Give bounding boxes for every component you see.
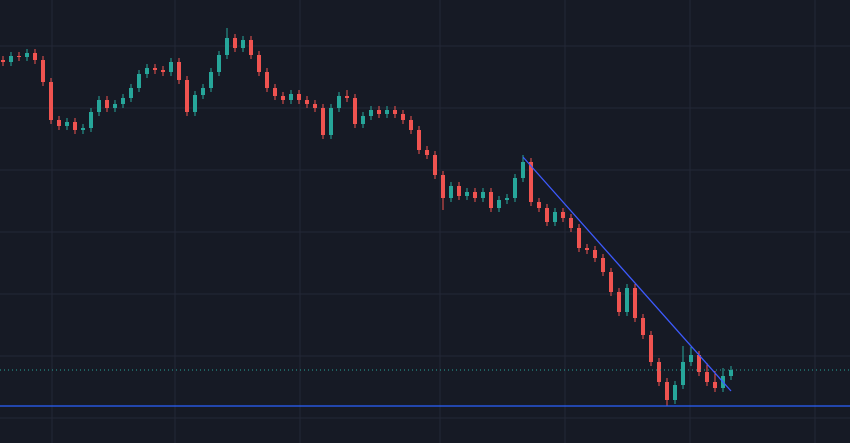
candle-body [41,60,45,82]
candle-body [545,208,549,222]
candle-body [689,355,693,362]
candle-body [489,192,493,208]
candle-body [129,88,133,98]
candle-body [417,130,421,150]
candle-body [457,186,461,196]
candle-body [153,68,157,70]
candle-body [329,108,333,135]
candle-body [305,100,309,104]
candle-body [249,40,253,55]
candle-body [265,72,269,88]
candle-body [121,98,125,104]
candle-body [705,372,709,382]
candle-body [201,88,205,95]
candle-body [625,288,629,312]
candle-body [169,62,173,72]
candle-body [393,110,397,114]
candle-body [585,248,589,250]
candle-body [321,108,325,135]
candle-body [289,94,293,100]
candle-body [1,60,5,62]
candle-body [633,288,637,318]
candle-body [345,96,349,98]
candle-body [449,186,453,198]
candle-body [657,362,661,382]
candle-body [209,72,213,88]
candle-body [113,104,117,108]
candle-body [505,198,509,200]
candle-body [401,114,405,120]
candle-body [57,120,61,126]
candle-body [73,122,77,130]
candle-body [185,80,189,112]
candle-body [465,192,469,196]
candle-body [433,155,437,175]
candle-body [609,272,613,292]
candle-body [561,212,565,218]
candle-body [217,55,221,72]
candle-body [473,192,477,198]
candle-body [537,202,541,208]
candle-body [513,178,517,198]
candle-body [65,122,69,126]
candle-body [665,382,669,400]
candle-body [409,120,413,130]
candle-body [81,128,85,130]
candle-body [697,355,701,372]
candle-body [33,53,37,60]
candle-body [521,162,525,178]
candle-body [273,88,277,96]
candle-body [281,96,285,100]
candle-body [193,95,197,112]
candle-body [297,94,301,100]
candle-body [225,38,229,55]
candle-body [49,82,53,120]
candle-body [137,74,141,88]
candle-body [649,335,653,362]
candle-body [601,258,605,272]
candle-body [145,68,149,74]
candle-body [577,228,581,248]
candle-body [17,56,21,57]
candle-body [553,212,557,222]
candle-body [353,98,357,124]
candle-body [713,382,717,388]
candle-body [497,200,501,208]
candle-body [593,250,597,258]
candle-body [105,100,109,108]
candle-body [569,218,573,228]
candle-body [89,112,93,128]
candle-body [377,110,381,114]
candle-body [241,40,245,48]
candle-body [529,162,533,202]
candle-body [441,175,445,198]
candle-body [681,362,685,385]
candle-body [233,38,237,48]
candle-body [369,110,373,116]
candle-body [673,385,677,400]
candle-body [385,110,389,114]
candle-body [161,70,165,72]
candle-body [361,116,365,124]
candle-body [97,100,101,112]
candle-body [313,104,317,108]
candle-body [729,370,733,376]
candle-body [641,318,645,335]
candle-body [9,56,13,62]
candle-body [257,55,261,72]
trend-line [522,156,732,392]
candle-body [177,62,181,80]
candle-body [617,292,621,312]
candle-body [481,192,485,198]
candle-body [25,53,29,57]
candle-body [425,150,429,155]
candle-body [337,96,341,108]
